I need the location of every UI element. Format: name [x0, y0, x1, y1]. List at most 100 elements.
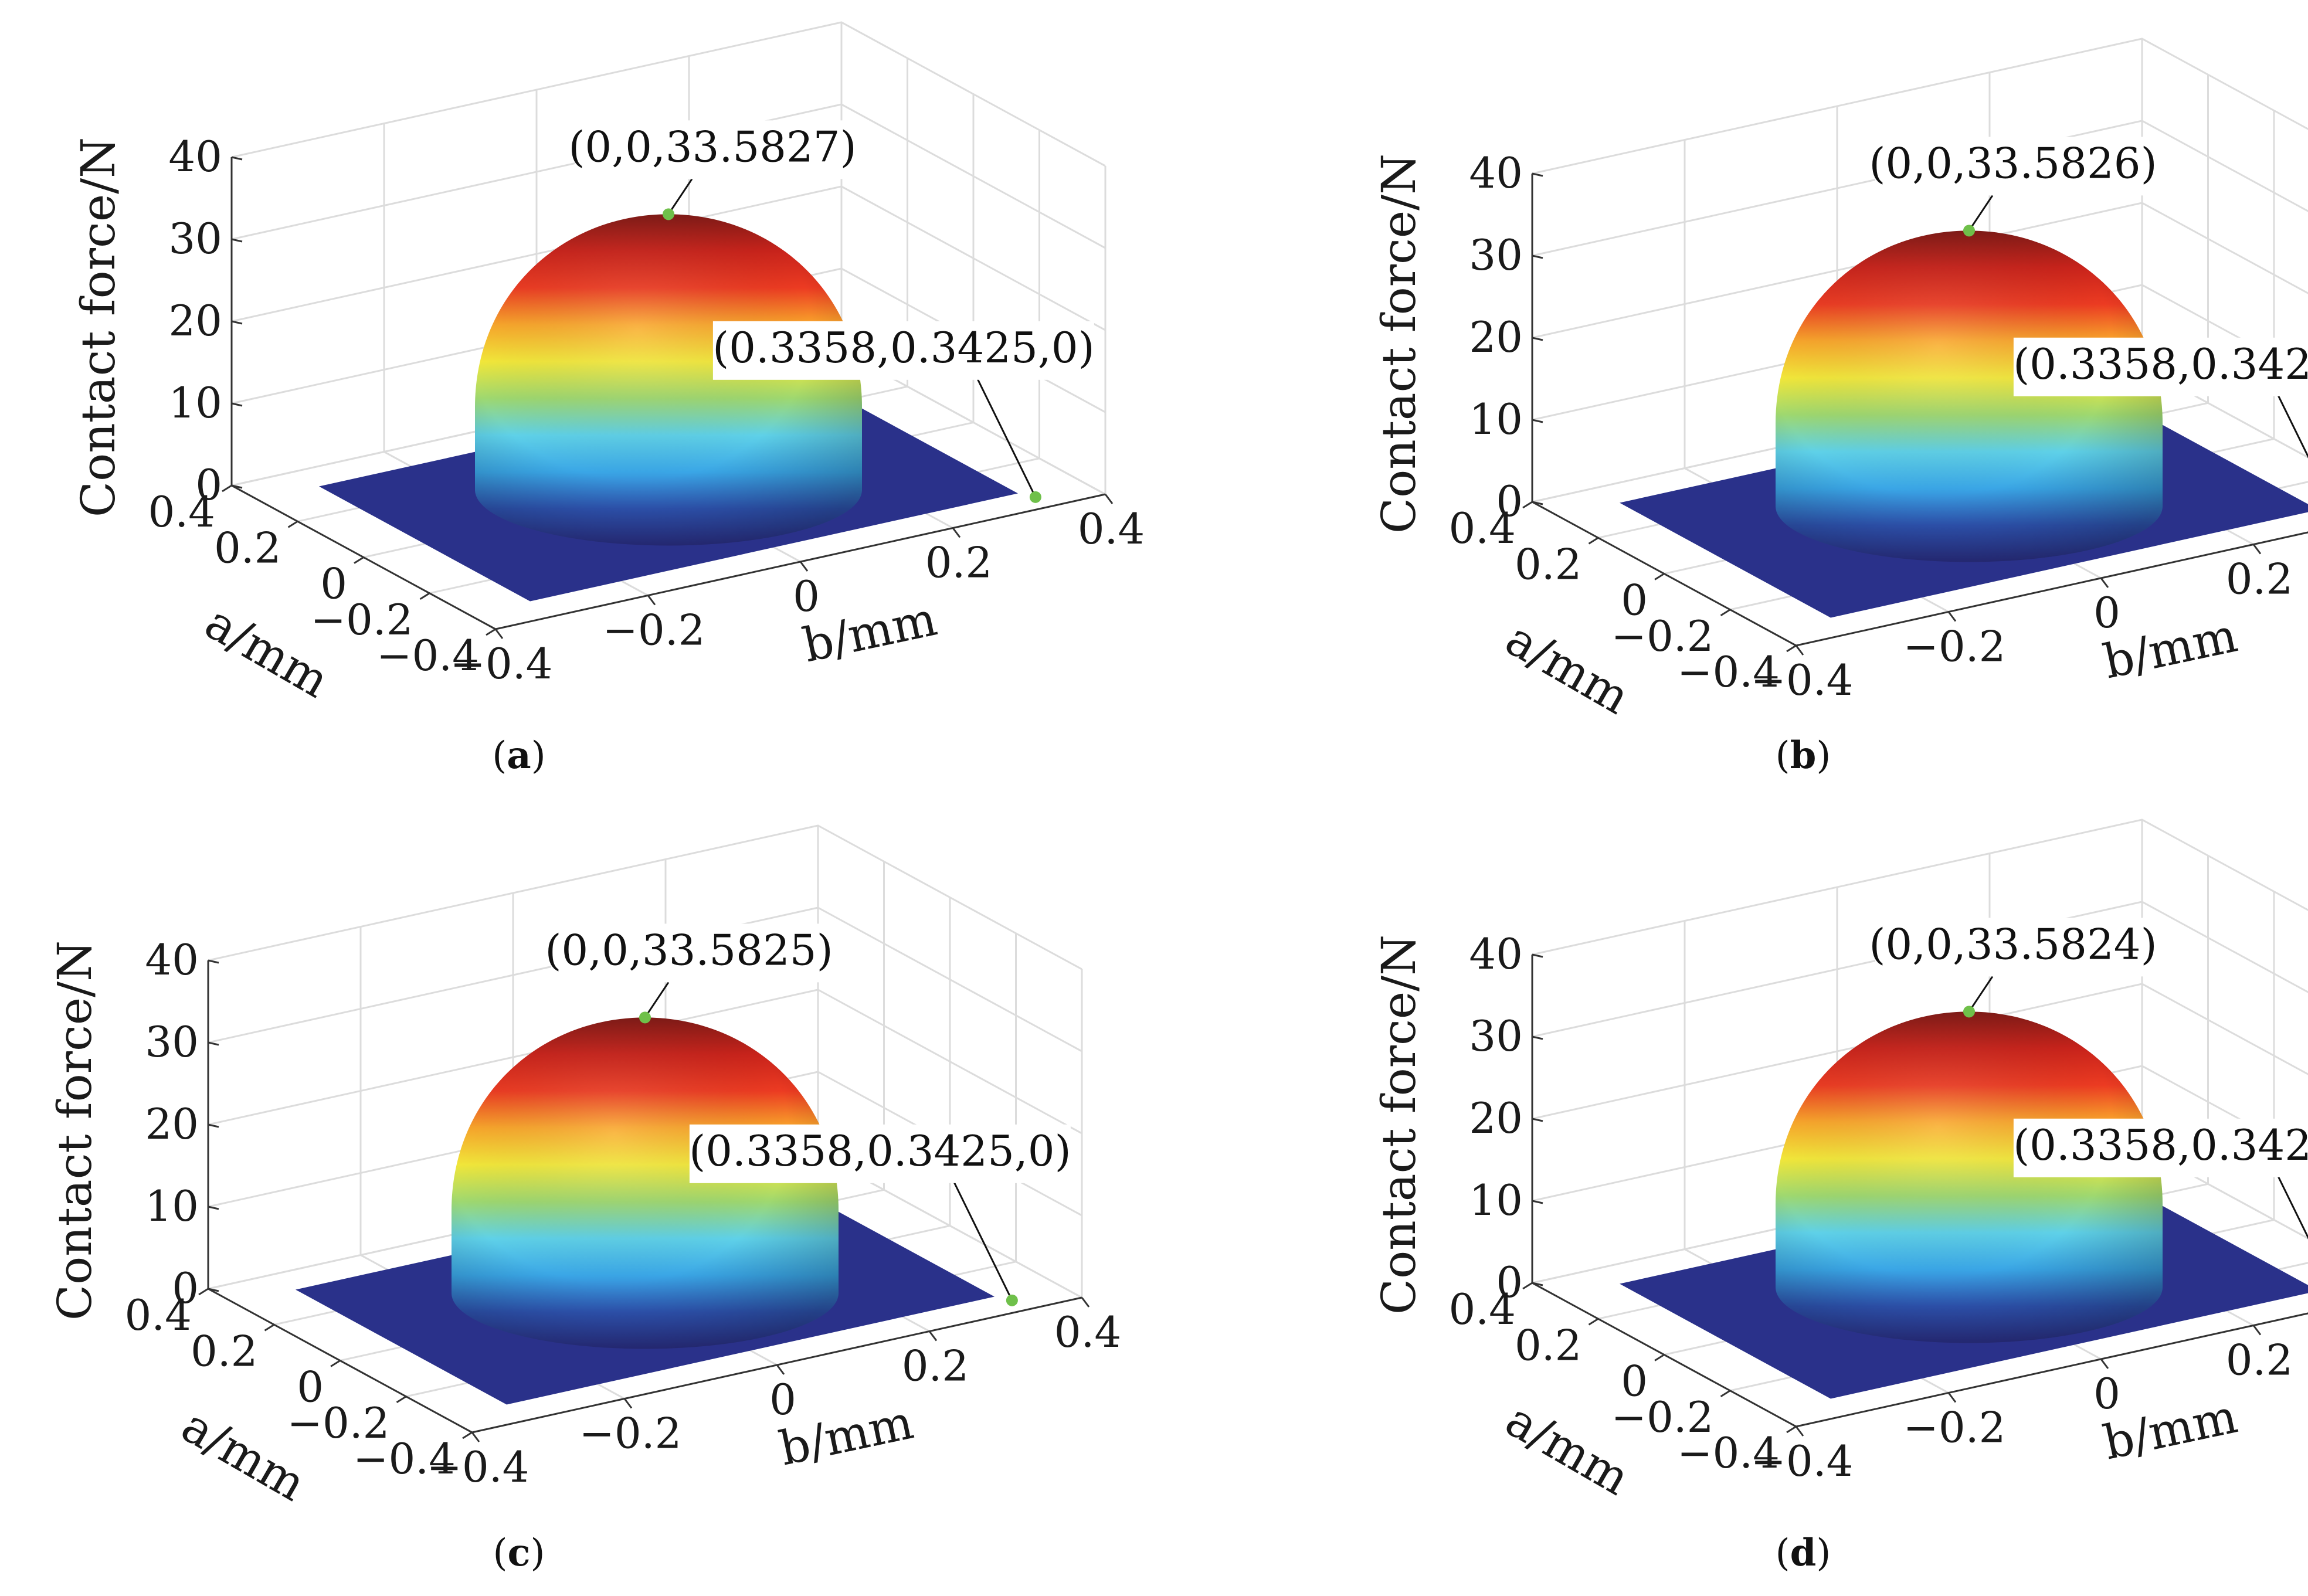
b-tick-label: 0.2 [2226, 1336, 2293, 1385]
z-tick-label: 40 [145, 935, 199, 984]
edge-datatip-label: (0.3358,0.3425,0) [712, 323, 1095, 372]
axes: 0102030400.40.20−0.2−0.4−0.4−0.200.20.4C… [47, 935, 1121, 1512]
z-tick [1532, 172, 1543, 177]
a-tick [198, 1288, 209, 1296]
a-tick [486, 628, 496, 636]
edge-marker [1029, 491, 1041, 503]
a-tick-label: −0.2 [1611, 612, 1714, 661]
peak-leader-line [667, 178, 693, 215]
a-tick-label: −0.4 [1677, 647, 1780, 697]
z-tick [208, 1123, 219, 1128]
peak-datatip-label: (0,0,33.5824) [1869, 919, 2157, 969]
z-tick [1532, 953, 1543, 958]
a-tick-label: 0 [1621, 1357, 1648, 1406]
axes: 0102030400.40.20−0.2−0.4−0.4−0.200.20.4C… [1372, 148, 2308, 725]
a-tick [1522, 1282, 1533, 1290]
b-tick [1104, 494, 1114, 504]
a-tick [1588, 536, 1599, 545]
edge-leader-line [952, 1180, 1013, 1301]
b-tick [1947, 1392, 1957, 1403]
z-tick [1532, 1200, 1543, 1204]
peak-marker [663, 208, 674, 220]
caption-letter: a [507, 734, 531, 777]
b-tick [1795, 1426, 1804, 1437]
surface-shading [1776, 1011, 2163, 1343]
z-tick-label: 0 [172, 1264, 199, 1313]
z-tick-label: 10 [168, 378, 222, 427]
peak-leader-line [1968, 976, 1994, 1013]
z-tick [231, 484, 243, 489]
b-tick-label: 0 [2093, 588, 2120, 637]
a-tick-label: 0.2 [191, 1326, 258, 1376]
b-tick [776, 1364, 785, 1375]
peak-datatip-box [1875, 137, 2151, 196]
a-tick [1720, 609, 1731, 617]
z-tick [1532, 337, 1543, 341]
grid-line [1532, 202, 2308, 339]
a-tick-label: 0.4 [1448, 504, 1516, 553]
a-tick-label: −0.2 [311, 595, 413, 644]
edge-leader-line [2276, 393, 2308, 459]
b-tick [1795, 645, 1804, 656]
chart-panel-b: 0102030400.40.20−0.2−0.4−0.4−0.200.20.4C… [1372, 38, 2308, 725]
a-tick-label: 0.2 [1515, 1320, 1582, 1370]
z-tick-label: 0 [1496, 477, 1523, 526]
grid-line [1532, 38, 2308, 175]
z-axis-label: Contact force/N [1372, 154, 1426, 534]
z-tick-label: 20 [1469, 313, 1523, 362]
a-tick [1654, 1354, 1665, 1361]
grid-line [231, 185, 1106, 331]
peak-datatip-box [551, 923, 827, 983]
z-tick-label: 10 [1469, 1176, 1523, 1225]
z-tick [1532, 1282, 1543, 1286]
b-tick-label: 0.4 [1078, 504, 1145, 553]
b-tick [1947, 611, 1957, 622]
peak-marker [1963, 225, 1975, 237]
z-tick [208, 1206, 219, 1210]
b-tick-label: −0.4 [1751, 1437, 1854, 1486]
a-tick [354, 556, 364, 564]
chart-panel-d: 0102030400.40.20−0.2−0.4−0.4−0.200.20.4C… [1372, 819, 2308, 1506]
b-tick-label: −0.4 [450, 639, 553, 688]
grid-line [1532, 983, 2308, 1120]
caption-d: (d) [1776, 1531, 1831, 1575]
peak-datatip-label: (0,0,33.5826) [1869, 138, 2157, 188]
edge-datatip-box [689, 1124, 1071, 1183]
caption-letter: c [508, 1531, 531, 1575]
z-tick [1532, 1035, 1543, 1040]
b-tick-label: 0 [769, 1375, 796, 1424]
b-tick-label: −0.2 [579, 1409, 682, 1458]
z-tick-label: 10 [1469, 395, 1523, 444]
b-tick [494, 629, 504, 639]
peak-leader-line [1968, 195, 1994, 232]
a-tick-label: 0.2 [214, 523, 281, 572]
peak-marker [639, 1011, 651, 1024]
z-tick-label: 40 [1469, 148, 1523, 198]
z-tick [208, 959, 219, 964]
b-tick-label: 0.2 [902, 1342, 969, 1391]
b-tick [471, 1432, 480, 1442]
z-tick-label: 0 [1496, 1258, 1523, 1307]
b-tick [2252, 544, 2262, 555]
z-tick-label: 30 [1469, 1011, 1523, 1061]
peak-datatip-label: (0,0,33.5825) [545, 925, 833, 974]
z-tick-label: 20 [145, 1099, 199, 1149]
b-tick-label: −0.4 [427, 1442, 530, 1492]
surface-shading [1776, 230, 2163, 562]
b-tick [1081, 1297, 1090, 1308]
peak-datatip-box [1875, 918, 2151, 977]
axes: 0102030400.40.20−0.2−0.4−0.4−0.200.20.4C… [1372, 929, 2308, 1506]
z-tick-label: 30 [1469, 230, 1523, 280]
a-tick-label: −0.4 [376, 631, 479, 680]
b-tick-label: −0.2 [1903, 1403, 2006, 1452]
z-tick-label: 20 [1469, 1094, 1523, 1143]
edge-datatip-box [712, 321, 1094, 380]
caption-letter: b [1790, 734, 1817, 777]
a-tick-label: −0.4 [353, 1434, 456, 1483]
a-tick [222, 484, 232, 493]
a-tick-label: −0.4 [1677, 1428, 1780, 1478]
z-tick [231, 238, 243, 243]
grid-line [1532, 901, 2308, 1038]
edge-datatip-label: (0.3358,0.3425,0) [2013, 1120, 2308, 1170]
